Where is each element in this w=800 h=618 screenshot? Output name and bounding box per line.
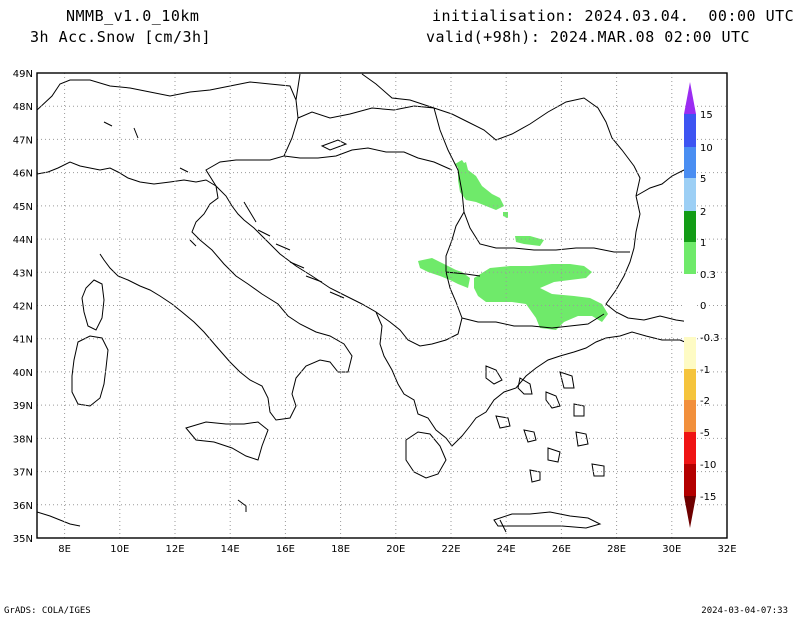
colorbar-label: 0 [700,301,706,312]
lon-label: 16E [276,544,295,555]
lon-label: 26E [552,544,571,555]
model-title: NMMB_v1.0_10km [66,7,200,25]
lon-label: 14E [221,544,240,555]
snow-patch-hungary [458,162,504,210]
colorbar: 15 10 5 2 1 0.3 0 -0.3 -1 -2 -5 -10 -15 [684,82,720,528]
borders [37,73,641,347]
lat-label: 49N [13,69,33,80]
coastlines-borders [37,73,691,533]
variable-title: 3h Acc.Snow [cm/3h] [30,28,212,46]
lon-label: 12E [165,544,184,555]
footer-timestamp: 2024-03-04-07:33 [701,606,788,616]
lat-label: 41N [13,335,33,346]
lat-label: 43N [13,268,33,279]
snow-patch-serbia [418,258,470,288]
lat-label: 47N [13,135,33,146]
colorbar-box-neg-10-15 [684,464,696,496]
lat-label: 36N [13,501,33,512]
lat-label: 45N [13,202,33,213]
map-frame [36,72,728,539]
footer-credit: GrADS: COLA/IGES [4,606,91,616]
init-time: initialisation: 2024.03.04. 00:00 UTC [432,7,795,25]
colorbar-box-1-2 [684,211,696,242]
colorbar-label: -2 [700,396,710,407]
coast-italy [37,161,353,421]
lon-label: 10E [110,544,129,555]
lat-label: 40N [13,368,33,379]
lat-label: 35N [13,534,33,545]
coast-africa [37,499,507,533]
colorbar-triangle-bottom [684,496,696,528]
snow-areas [418,160,608,330]
colorbar-box-neg-0.3-1 [684,337,696,369]
lakes [103,121,348,173]
snow-patch-bulgaria [474,264,608,330]
coast-sardinia [71,335,109,407]
colorbar-box-5-10 [684,147,696,178]
colorbar-label: -1 [700,365,710,376]
lat-label: 39N [13,401,33,412]
colorbar-label: -15 [700,492,716,503]
lat-labels: 49N 48N 47N 46N 45N 44N 43N 42N 41N 40N 39N 38N 37N 3… [13,69,33,545]
colorbar-box-neutral [684,274,696,337]
lon-label: 20E [386,544,405,555]
coast-dalmatia-islands [189,201,345,299]
colorbar-label: 15 [700,110,713,121]
coast-peloponnese [405,431,447,479]
coast-crete [493,511,602,529]
lon-label: 24E [497,544,516,555]
colorbar-box-2-5 [684,178,696,211]
coast-blacksea [605,167,691,323]
lon-label: 32E [717,544,736,555]
lat-label: 44N [13,235,33,246]
lat-label: 46N [13,169,33,180]
colorbar-label: 10 [700,143,713,154]
lat-label: 48N [13,102,33,113]
colorbar-triangle-top [684,82,696,114]
lat-label: 37N [13,468,33,479]
colorbar-label: 1 [700,238,706,249]
coast-corsica [81,279,105,331]
lon-labels: 8E 10E 12E 14E 16E 18E 20E 22E 24E 26E 28E 30E 32E [58,544,736,555]
colorbar-label: -0.3 [700,333,720,344]
map-grid [37,73,727,538]
coast-balkans [215,185,691,447]
colorbar-label: 2 [700,207,706,218]
snow-patch-small-1 [455,160,466,170]
lat-label: 38N [13,434,33,445]
colorbar-label: 5 [700,174,706,185]
colorbar-label: 0.3 [700,270,716,281]
lat-label: 42N [13,302,33,313]
snow-patch-romania-south [515,236,544,246]
lon-label: 30E [662,544,681,555]
colorbar-box-10-15 [684,114,696,147]
lon-label: 22E [441,544,460,555]
colorbar-label: -10 [700,460,716,471]
colorbar-box-neg-2-5 [684,400,696,432]
colorbar-box-0.3-1 [684,242,696,274]
snow-patch-small-2 [503,212,508,218]
lon-label: 28E [607,544,626,555]
colorbar-box-neg-1-2 [684,369,696,400]
coast-sicily [185,421,269,461]
lon-label: 8E [58,544,71,555]
valid-time: valid(+98h): 2024.MAR.08 02:00 UTC [426,28,751,46]
colorbar-label: -5 [700,428,710,439]
colorbar-box-neg-5-10 [684,432,696,464]
lon-label: 18E [331,544,350,555]
colorbar-labels: 15 10 5 2 1 0.3 0 -0.3 -1 -2 -5 -10 -15 [700,110,720,503]
coast-islands [485,365,605,483]
